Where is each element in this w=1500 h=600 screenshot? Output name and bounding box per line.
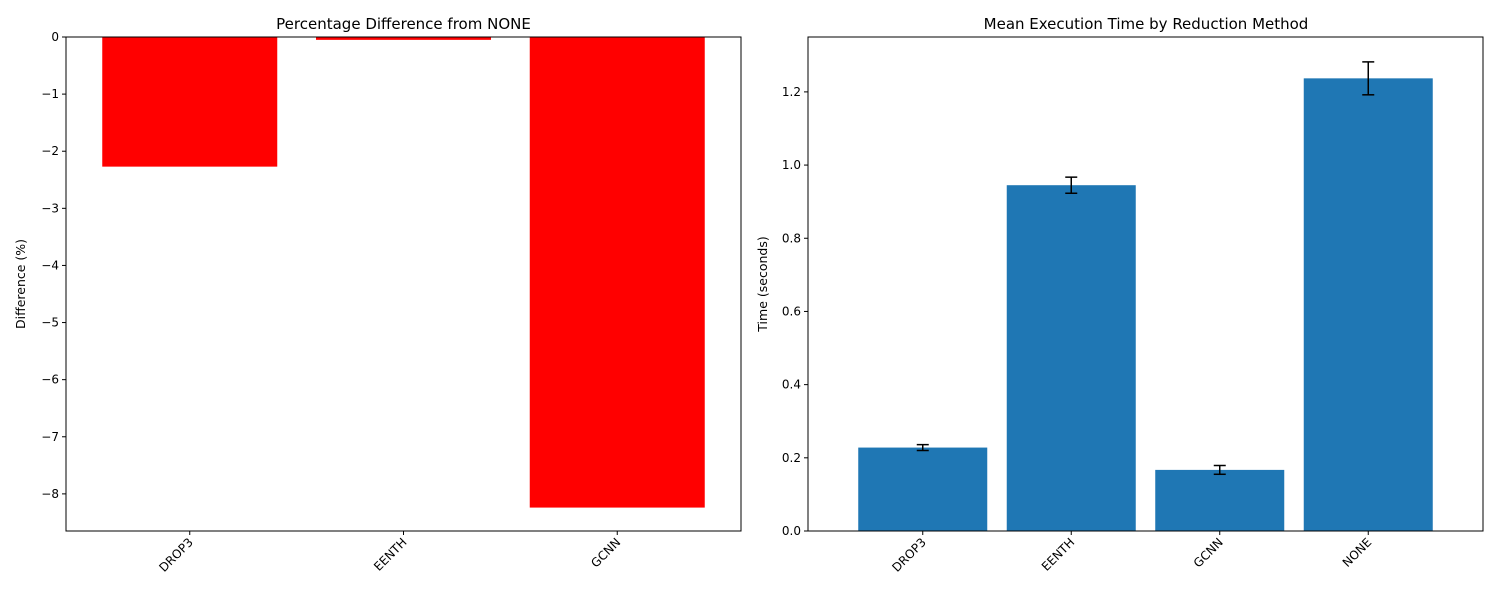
y-tick-label: −2: [41, 144, 59, 158]
y-tick-label: 0: [51, 30, 59, 44]
y-tick-label: −6: [41, 373, 59, 387]
y-tick-label: −7: [41, 430, 59, 444]
y-tick-label: −3: [41, 201, 59, 215]
y-tick-label: 1.0: [782, 158, 801, 172]
bar: [316, 37, 491, 40]
x-tick-label: NONE: [1340, 535, 1375, 570]
y-tick-label: 0.8: [782, 231, 801, 245]
y-tick-label: 0.4: [782, 378, 801, 392]
y-axis-label: Difference (%): [13, 239, 28, 329]
y-tick-label: −8: [41, 487, 59, 501]
y-tick-label: −5: [41, 316, 59, 330]
bar: [1155, 469, 1285, 531]
x-tick-label: EENTH: [371, 535, 410, 574]
chart-title: Percentage Difference from NONE: [276, 15, 531, 33]
bar: [1303, 78, 1433, 531]
x-tick-label: GCNN: [588, 535, 623, 570]
y-tick-label: 1.2: [782, 85, 801, 99]
x-tick-label: EENTH: [1039, 535, 1078, 574]
x-tick-label: DROP3: [156, 535, 196, 575]
x-tick-label: GCNN: [1191, 535, 1226, 570]
bar-group: [858, 61, 1433, 531]
bar: [102, 37, 278, 167]
y-axis-label: Time (seconds): [755, 236, 770, 332]
y-tick-label: −1: [41, 87, 59, 101]
bar: [529, 37, 705, 508]
bar: [858, 447, 988, 531]
y-tick-label: 0.2: [782, 451, 801, 465]
chart-title: Mean Execution Time by Reduction Method: [984, 15, 1309, 33]
bar-group: [102, 37, 705, 508]
y-tick-label: 0.6: [782, 304, 801, 318]
bar: [1006, 185, 1136, 531]
chart-mean-execution-time: Mean Execution Time by Reduction Method …: [755, 15, 1484, 575]
y-tick-label: −4: [41, 258, 59, 272]
y-tick-label: 0.0: [782, 524, 801, 538]
plot-frame: [807, 36, 1484, 532]
x-tick-label: DROP3: [889, 535, 929, 575]
plot-frame: [65, 36, 742, 532]
chart-percentage-difference: Percentage Difference from NONE Differen…: [13, 15, 742, 575]
